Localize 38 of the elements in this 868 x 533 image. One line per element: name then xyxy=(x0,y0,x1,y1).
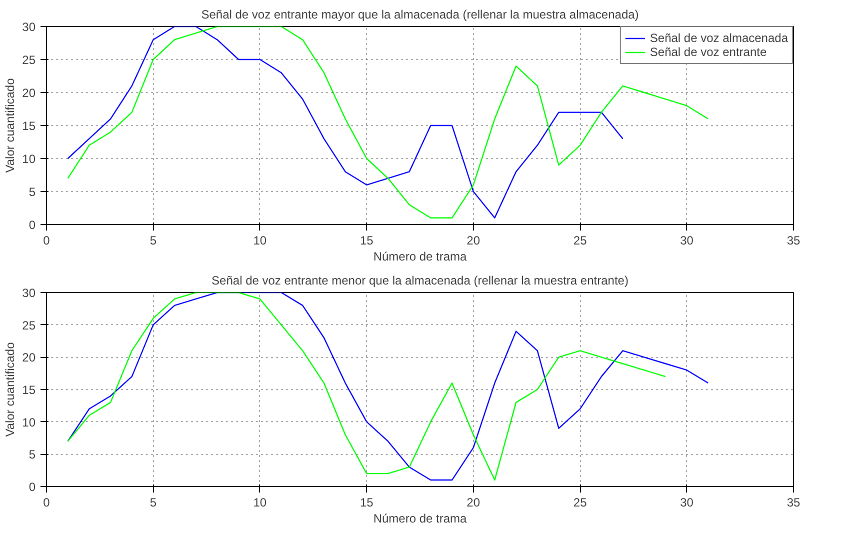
y-tick-label: 5 xyxy=(28,448,36,462)
y-tick-label: 0 xyxy=(28,218,36,232)
x-tick-label: 30 xyxy=(680,496,694,510)
y-tick-label: 25 xyxy=(22,318,36,332)
x-axis-title: Número de trama xyxy=(373,250,468,264)
y-axis-title: Valor cuantificado xyxy=(3,78,18,173)
y-tick-label: 5 xyxy=(28,185,36,199)
x-tick-label: 5 xyxy=(150,234,157,248)
x-tick-label: 10 xyxy=(253,496,267,510)
x-tick-label: 35 xyxy=(786,234,800,248)
y-tick-label: 20 xyxy=(22,86,36,100)
y-tick-label: 15 xyxy=(22,383,36,397)
x-tick-label: 25 xyxy=(573,234,588,248)
y-tick-label: 15 xyxy=(22,119,36,133)
legend-label: Señal de voz entrante xyxy=(650,45,767,59)
x-tick-label: 20 xyxy=(466,496,480,510)
chart-title: Señal de voz entrante menor que la almacenada (rellenar la muestra entrante) xyxy=(212,274,628,288)
y-tick-label: 25 xyxy=(22,53,36,67)
y-tick-label: 0 xyxy=(28,480,36,494)
y-tick-label: 30 xyxy=(22,20,36,34)
x-tick-label: 25 xyxy=(573,496,588,510)
x-tick-label: 30 xyxy=(680,234,694,248)
x-tick-label: 15 xyxy=(360,496,374,510)
x-tick-label: 15 xyxy=(360,234,374,248)
y-axis-title: Valor cuantificado xyxy=(3,342,18,437)
x-tick-label: 0 xyxy=(43,496,50,510)
chart-title: Señal de voz entrante mayor que la almacenada (rellenar la muestra almacenada) xyxy=(201,8,639,22)
x-tick-label: 5 xyxy=(150,496,157,510)
y-tick-label: 10 xyxy=(22,152,36,166)
x-tick-label: 20 xyxy=(466,234,480,248)
x-tick-label: 10 xyxy=(253,234,267,248)
x-tick-label: 35 xyxy=(786,496,800,510)
y-tick-label: 20 xyxy=(22,350,36,365)
y-tick-label: 30 xyxy=(22,286,36,300)
x-tick-label: 0 xyxy=(43,234,50,248)
x-axis-title: Número de trama xyxy=(373,512,468,526)
legend-label: Señal de voz almacenada xyxy=(650,31,788,45)
y-tick-label: 10 xyxy=(22,415,36,430)
